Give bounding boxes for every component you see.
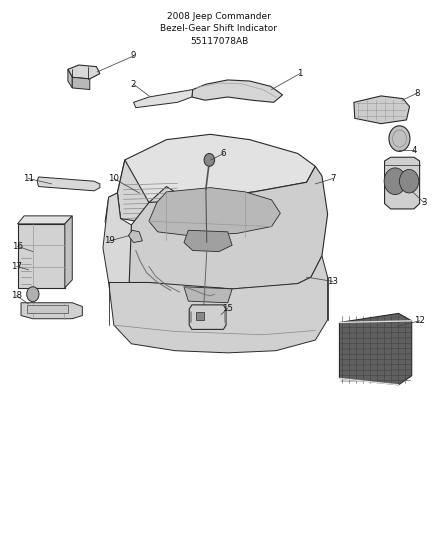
- Circle shape: [399, 169, 419, 193]
- Text: 2: 2: [131, 80, 136, 88]
- Text: 3: 3: [421, 198, 427, 207]
- Text: 4: 4: [411, 146, 417, 155]
- Polygon shape: [134, 90, 193, 108]
- Polygon shape: [339, 313, 412, 385]
- Text: 9: 9: [131, 52, 136, 60]
- Polygon shape: [27, 305, 68, 313]
- Text: 10: 10: [108, 174, 120, 183]
- Text: 18: 18: [11, 292, 22, 300]
- Circle shape: [57, 181, 62, 187]
- Text: 7: 7: [330, 174, 336, 183]
- Text: 12: 12: [414, 317, 425, 325]
- Polygon shape: [184, 230, 232, 252]
- Polygon shape: [189, 305, 226, 329]
- Polygon shape: [117, 134, 315, 203]
- Text: 16: 16: [12, 242, 23, 251]
- Polygon shape: [65, 216, 72, 288]
- Polygon shape: [105, 193, 120, 241]
- Polygon shape: [18, 224, 65, 288]
- Polygon shape: [21, 303, 82, 319]
- Polygon shape: [68, 69, 72, 88]
- Polygon shape: [37, 177, 100, 191]
- Circle shape: [389, 126, 410, 151]
- Circle shape: [384, 168, 406, 195]
- Circle shape: [70, 181, 75, 187]
- Text: 2008 Jeep Commander
Bezel-Gear Shift Indicator
55117078AB: 2008 Jeep Commander Bezel-Gear Shift Ind…: [160, 12, 278, 46]
- Polygon shape: [184, 287, 232, 303]
- Polygon shape: [103, 193, 136, 288]
- Circle shape: [83, 181, 88, 187]
- Polygon shape: [354, 96, 410, 124]
- Circle shape: [43, 181, 49, 187]
- Text: 8: 8: [414, 89, 420, 98]
- Text: 13: 13: [327, 277, 339, 286]
- Text: 15: 15: [222, 304, 233, 312]
- Polygon shape: [72, 77, 90, 90]
- Polygon shape: [196, 312, 204, 320]
- Polygon shape: [385, 157, 420, 209]
- Polygon shape: [18, 216, 72, 224]
- Polygon shape: [117, 160, 182, 224]
- Polygon shape: [149, 188, 280, 236]
- Polygon shape: [192, 80, 283, 102]
- Polygon shape: [109, 256, 328, 353]
- Text: 19: 19: [104, 237, 115, 245]
- Text: 11: 11: [23, 174, 34, 183]
- Polygon shape: [128, 230, 142, 243]
- Circle shape: [27, 287, 39, 302]
- Circle shape: [204, 154, 215, 166]
- Text: 1: 1: [297, 69, 303, 78]
- Polygon shape: [129, 166, 328, 289]
- Text: 17: 17: [11, 262, 22, 271]
- Polygon shape: [68, 65, 100, 79]
- Text: 6: 6: [221, 149, 226, 158]
